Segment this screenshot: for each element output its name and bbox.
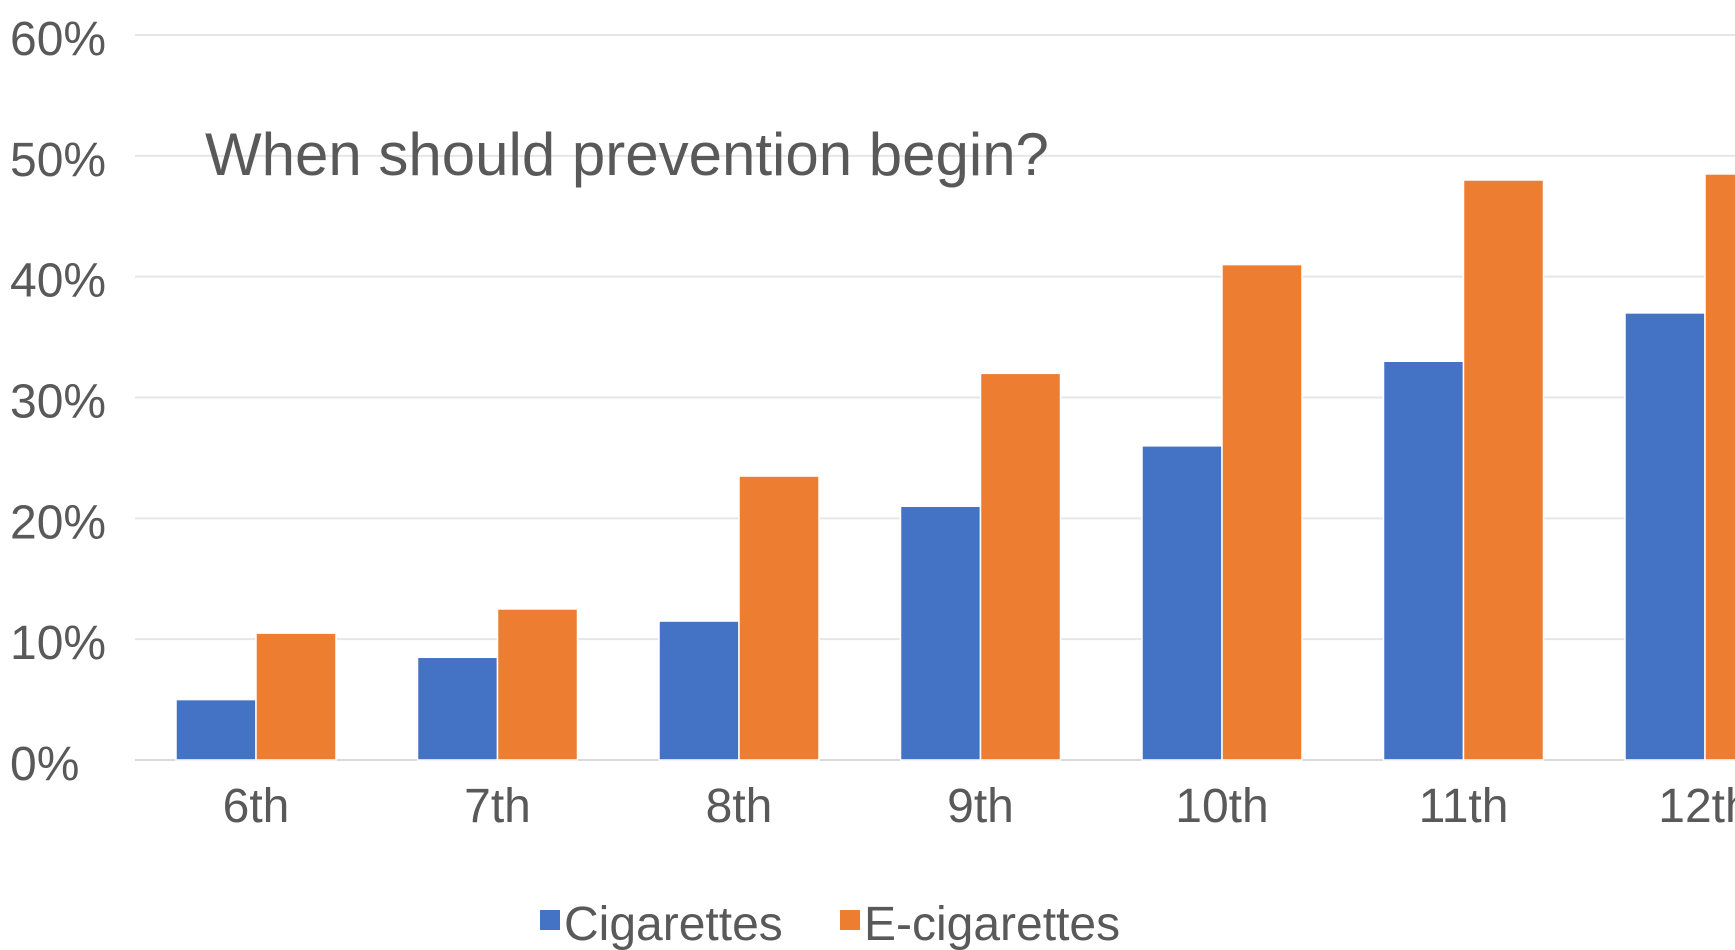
x-tick-label: 7th — [464, 780, 531, 833]
bar-e-cigarettes — [1704, 173, 1735, 761]
bar-cigarettes — [1382, 360, 1465, 761]
x-tick-label: 8th — [706, 780, 773, 833]
legend: Cigarettes E-cigarettes — [540, 898, 1120, 950]
x-tick-label: 6th — [223, 780, 290, 833]
y-tick-label: 30% — [10, 376, 106, 429]
x-tick-label: 10th — [1175, 780, 1268, 833]
bar-e-cigarettes — [1462, 179, 1545, 761]
bar-e-cigarettes — [1221, 263, 1303, 761]
bar-cigarettes — [416, 656, 499, 761]
y-tick-label: 50% — [10, 134, 106, 187]
legend-swatch — [840, 910, 860, 930]
bar-cigarettes — [899, 505, 982, 761]
legend-swatch — [540, 910, 560, 930]
y-axis-ticks: 0% 10% 20% 30% 40% 50% 60% — [10, 13, 106, 791]
bar-cigarettes — [1141, 445, 1223, 761]
bar-e-cigarettes — [496, 608, 579, 761]
bar-cigarettes — [658, 620, 740, 761]
y-tick-label: 10% — [10, 617, 106, 670]
bar-e-cigarettes — [255, 632, 337, 761]
x-axis-ticks: 6th 7th 8th 9th 10th 11th 12th — [223, 780, 1735, 833]
bar-e-cigarettes — [979, 372, 1062, 761]
x-tick-label: 12th — [1658, 780, 1735, 833]
chart-title: When should prevention begin? — [205, 121, 1049, 188]
bar-cigarettes — [1624, 312, 1706, 761]
bars — [175, 173, 1735, 761]
y-tick-label: 60% — [10, 13, 106, 66]
x-tick-label: 9th — [947, 780, 1014, 833]
y-tick-label: 40% — [10, 255, 106, 308]
y-tick-label: 0% — [10, 738, 79, 791]
y-tick-label: 20% — [10, 496, 106, 549]
x-tick-label: 11th — [1419, 780, 1509, 833]
legend-label: E-cigarettes — [864, 898, 1120, 950]
bar-cigarettes — [175, 698, 257, 761]
bar-e-cigarettes — [738, 475, 820, 761]
legend-label: Cigarettes — [564, 898, 783, 950]
